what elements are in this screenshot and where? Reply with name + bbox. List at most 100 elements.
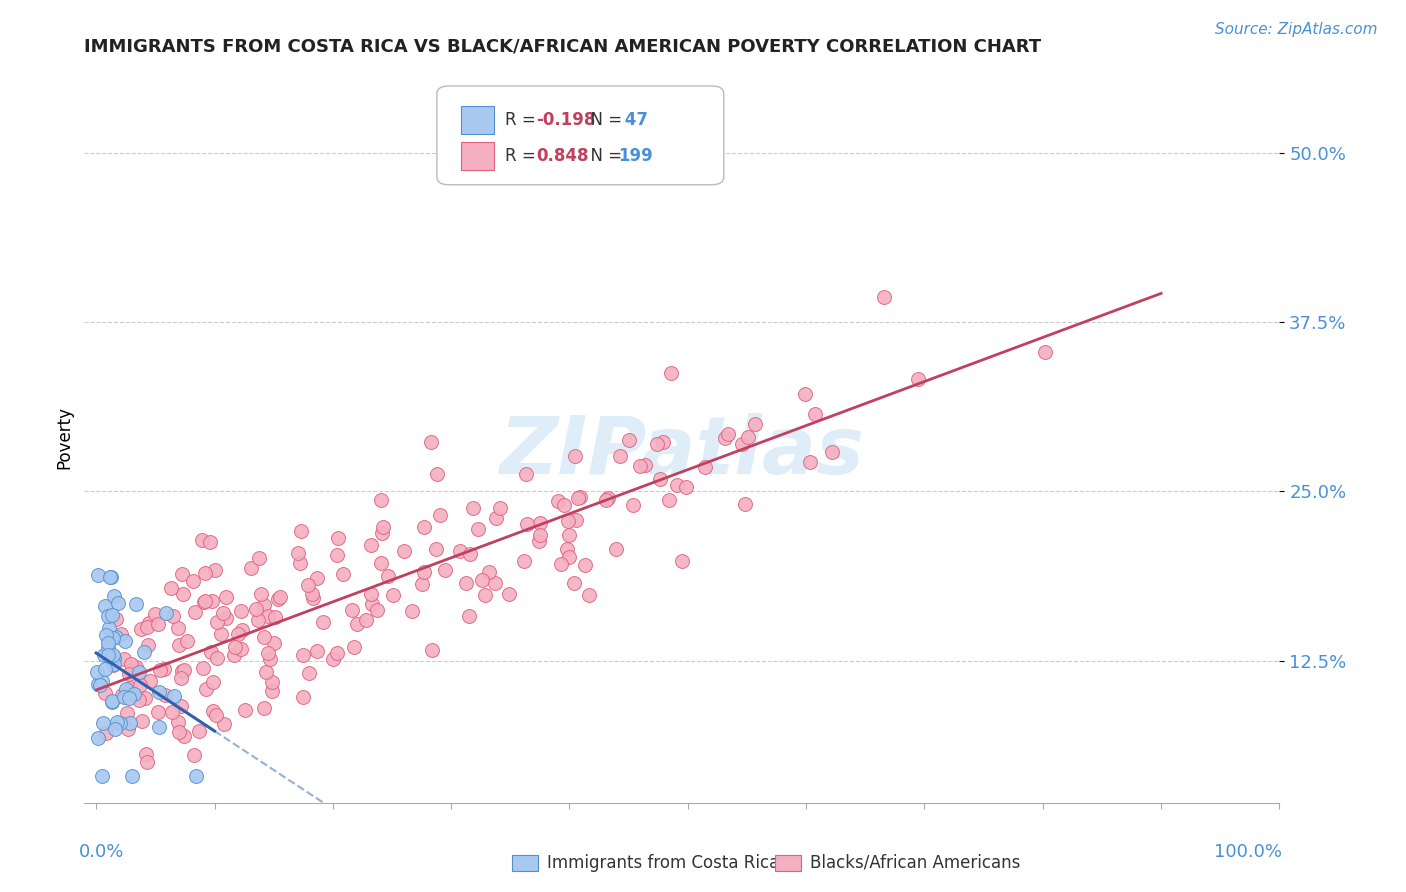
Point [259, 652, 281, 666]
Point [454, 575, 477, 590]
Text: ZIPatlas: ZIPatlas [499, 413, 865, 491]
Point [371, 525, 394, 540]
Point [176, 634, 198, 648]
Point [737, 430, 759, 444]
FancyBboxPatch shape [461, 106, 495, 134]
Point [422, 643, 444, 657]
Point [105, 715, 128, 730]
Point [94, 627, 117, 641]
Point [471, 573, 494, 587]
Point [449, 544, 471, 558]
Point [173, 730, 195, 744]
Point [401, 604, 423, 618]
Point [195, 681, 218, 696]
Point [194, 566, 217, 581]
Point [148, 720, 170, 734]
Point [254, 665, 277, 679]
Point [114, 681, 136, 696]
Point [360, 587, 382, 601]
Point [96, 726, 118, 740]
Point [596, 491, 619, 505]
Point [112, 690, 135, 705]
Point [101, 658, 124, 673]
Point [146, 617, 169, 632]
Point [167, 725, 190, 739]
Point [628, 458, 651, 473]
Point [693, 460, 716, 475]
Text: 0.848: 0.848 [536, 147, 589, 165]
Point [87, 677, 110, 691]
Point [181, 574, 204, 588]
Point [120, 681, 142, 695]
Point [366, 602, 388, 616]
Point [138, 616, 160, 631]
Point [907, 372, 929, 386]
Point [247, 613, 270, 627]
Point [97, 648, 120, 663]
Point [91, 715, 114, 730]
Point [515, 467, 537, 481]
Point [326, 646, 349, 660]
Point [131, 622, 153, 636]
Point [574, 558, 596, 572]
Point [425, 542, 447, 557]
Point [262, 675, 284, 690]
Point [226, 627, 249, 641]
Point [247, 550, 270, 565]
Point [301, 586, 323, 600]
Point [118, 715, 141, 730]
Text: 199: 199 [619, 147, 654, 165]
Text: IMMIGRANTS FROM COSTA RICA VS BLACK/AFRICAN AMERICAN POVERTY CORRELATION CHART: IMMIGRANTS FROM COSTA RICA VS BLACK/AFRI… [84, 38, 1042, 56]
Point [170, 698, 193, 713]
Point [101, 648, 124, 662]
Text: Immigrants from Costa Rica: Immigrants from Costa Rica [547, 854, 779, 871]
Point [340, 602, 363, 616]
Point [155, 606, 177, 620]
Point [128, 693, 150, 707]
Point [651, 434, 673, 449]
Point [804, 407, 827, 421]
Point [87, 567, 110, 582]
Point [485, 511, 508, 525]
Point [146, 706, 169, 720]
Point [377, 569, 399, 583]
Point [104, 612, 127, 626]
Point [97, 620, 120, 634]
Point [110, 688, 132, 702]
Point [193, 661, 215, 675]
Point [103, 657, 125, 672]
Point [373, 520, 395, 534]
Point [413, 520, 436, 534]
Point [434, 563, 457, 577]
Point [648, 472, 671, 486]
Point [184, 606, 207, 620]
Point [671, 554, 693, 568]
Point [411, 576, 433, 591]
Text: 47: 47 [619, 111, 648, 128]
Point [457, 608, 479, 623]
Point [322, 652, 344, 666]
Point [659, 366, 682, 380]
Point [173, 663, 195, 677]
Point [557, 514, 579, 528]
Point [605, 542, 627, 557]
Point [93, 662, 115, 676]
Point [110, 627, 132, 641]
Point [269, 590, 291, 604]
Point [91, 673, 114, 688]
Point [86, 665, 108, 679]
Point [117, 723, 139, 737]
Point [305, 571, 328, 585]
Point [108, 715, 131, 730]
Point [381, 588, 404, 602]
Point [101, 631, 124, 645]
Point [420, 434, 443, 449]
Point [342, 640, 364, 655]
Point [97, 641, 120, 656]
Point [184, 769, 207, 783]
Point [562, 576, 585, 591]
Point [152, 663, 174, 677]
Point [595, 493, 617, 508]
Point [94, 599, 117, 614]
Point [136, 620, 159, 634]
